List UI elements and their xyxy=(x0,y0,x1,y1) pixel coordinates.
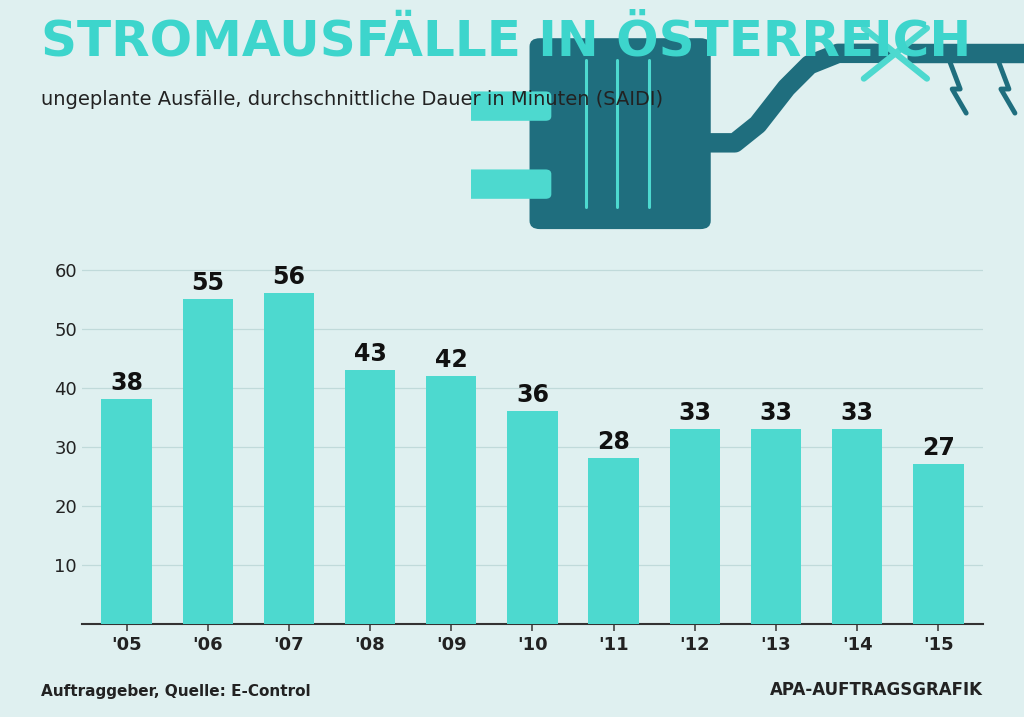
Text: Auftraggeber, Quelle: E-Control: Auftraggeber, Quelle: E-Control xyxy=(41,684,310,699)
Text: 27: 27 xyxy=(922,436,954,460)
Text: 56: 56 xyxy=(272,265,305,289)
Text: 28: 28 xyxy=(597,430,630,455)
Text: ungeplante Ausfälle, durchschnittliche Dauer in Minuten (SAIDI): ungeplante Ausfälle, durchschnittliche D… xyxy=(41,90,664,108)
Bar xyxy=(345,370,395,624)
Text: 33: 33 xyxy=(760,401,793,424)
FancyBboxPatch shape xyxy=(465,92,551,120)
Text: 33: 33 xyxy=(678,401,712,424)
Bar xyxy=(670,429,720,624)
Text: STROMAUSFÄLLE IN ÖSTERREICH: STROMAUSFÄLLE IN ÖSTERREICH xyxy=(41,18,971,66)
Bar xyxy=(182,299,232,624)
Bar xyxy=(101,399,152,624)
Bar xyxy=(589,458,639,624)
Bar xyxy=(507,412,558,624)
Bar xyxy=(751,429,801,624)
Bar xyxy=(426,376,476,624)
Text: 38: 38 xyxy=(110,371,143,395)
Bar xyxy=(833,429,883,624)
Text: 42: 42 xyxy=(435,348,468,371)
Text: 43: 43 xyxy=(353,342,386,366)
Text: 55: 55 xyxy=(191,271,224,295)
Text: 33: 33 xyxy=(841,401,873,424)
Text: APA-AUFTRAGSGRAFIK: APA-AUFTRAGSGRAFIK xyxy=(770,681,983,699)
FancyBboxPatch shape xyxy=(465,169,551,199)
Bar xyxy=(913,465,964,624)
Bar xyxy=(264,293,314,624)
FancyBboxPatch shape xyxy=(529,38,711,229)
Text: 36: 36 xyxy=(516,383,549,407)
